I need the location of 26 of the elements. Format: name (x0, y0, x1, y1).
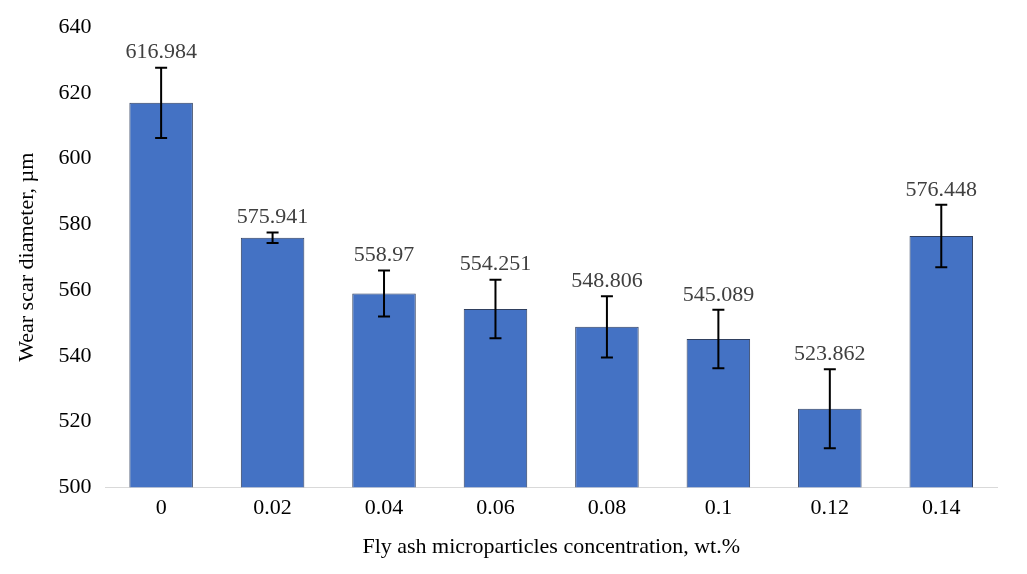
x-axis-title: Fly ash microparticles concentration, wt.% (362, 532, 740, 558)
data-label: 545.089 (682, 280, 755, 306)
data-label: 548.806 (571, 267, 643, 293)
y-tick-label: 540 (58, 341, 92, 367)
y-tick-label: 520 (58, 407, 92, 433)
y-tick-label: 640 (58, 12, 92, 38)
x-tick-label: 0 (155, 494, 167, 520)
data-label: 523.862 (794, 340, 866, 366)
x-tick-label: 0.08 (587, 494, 627, 520)
y-tick-label: 620 (58, 78, 92, 104)
x-tick-label: 0.02 (253, 494, 292, 520)
x-tick-label: 0.12 (810, 494, 850, 520)
x-tick-label: 0.06 (476, 494, 515, 520)
x-tick-label: 0.1 (704, 494, 733, 520)
y-tick-label: 500 (58, 472, 92, 498)
data-label: 558.97 (353, 241, 415, 267)
y-axis-title: Wear scar diameter, µm (12, 152, 38, 362)
data-label: 575.941 (236, 203, 309, 229)
x-tick-label: 0.04 (364, 494, 404, 520)
data-label: 616.984 (125, 38, 197, 64)
y-tick-label: 580 (58, 210, 92, 236)
y-tick-label: 600 (58, 144, 92, 170)
data-label: 576.448 (905, 175, 978, 201)
x-tick-label: 0.14 (922, 494, 961, 520)
y-tick-label: 560 (58, 275, 92, 301)
data-label: 554.251 (459, 250, 532, 276)
